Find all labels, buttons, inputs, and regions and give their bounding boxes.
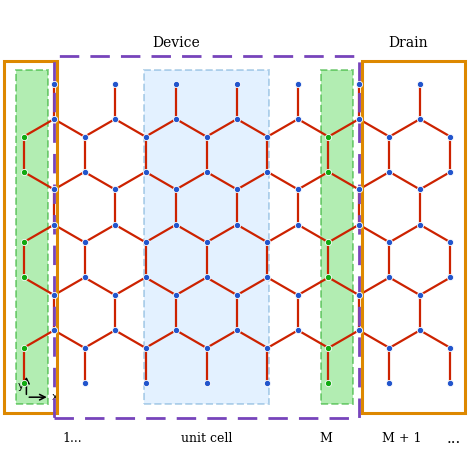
Bar	[54, 56, 359, 418]
Text: Drain: Drain	[388, 36, 428, 50]
Text: x: x	[52, 392, 58, 402]
Text: ...: ...	[447, 432, 461, 447]
Bar	[4, 61, 57, 413]
Text: M + 1: M + 1	[382, 432, 421, 446]
Text: Device: Device	[152, 36, 200, 50]
Text: M: M	[319, 432, 332, 446]
Text: unit cell: unit cell	[181, 432, 232, 446]
Bar	[16, 70, 48, 404]
Bar	[362, 61, 465, 413]
Bar	[321, 70, 353, 404]
Bar	[144, 70, 269, 404]
Text: 1...: 1...	[63, 432, 82, 446]
Text: y: y	[18, 381, 24, 391]
